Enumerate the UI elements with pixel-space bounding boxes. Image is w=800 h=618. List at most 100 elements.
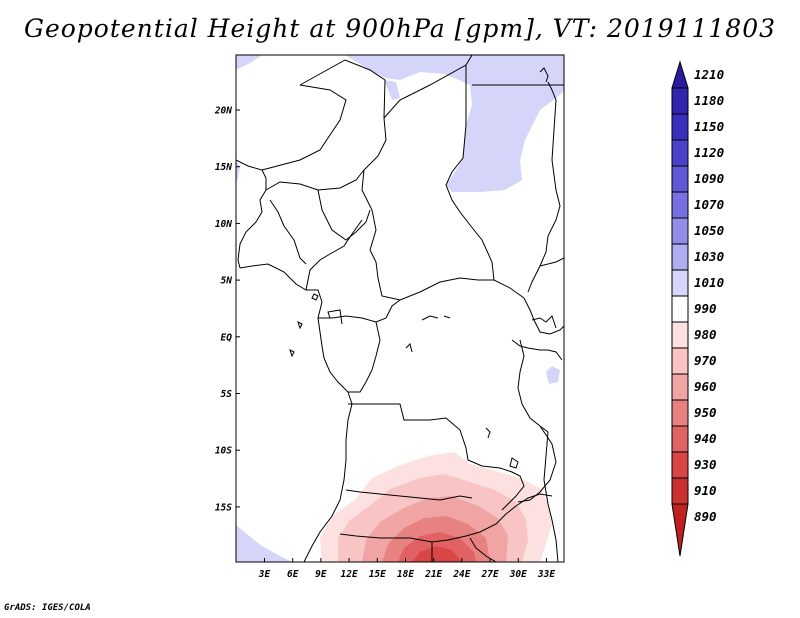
border-libya [383, 55, 473, 119]
border-caprivi [339, 493, 553, 543]
lat-tick-label: 5S [221, 389, 233, 400]
latitude-axis: 20N 15N 10N 5N EQ 5S 10S 15S [214, 106, 240, 513]
border-lake-tanganyika [517, 339, 549, 433]
colorbar-label: 1030 [694, 249, 724, 264]
lon-tick-label: 27E [481, 569, 499, 580]
lat-tick-label: 15N [215, 162, 232, 173]
colorbar-swatch [671, 451, 689, 479]
colorbar-label: 980 [694, 327, 717, 342]
colorbar-label: 1050 [694, 223, 724, 238]
high-region-northwest [236, 55, 262, 70]
river-congo-3 [405, 343, 413, 353]
lon-tick-label: 21E [424, 569, 442, 580]
border-rwanda [511, 339, 563, 361]
colorbar-swatch [671, 347, 689, 375]
border-angola-namibia-south [345, 489, 473, 501]
border-congo [348, 299, 401, 393]
colorbar-label: 990 [694, 301, 717, 316]
colorbar-label: 940 [694, 431, 717, 446]
country-borders [236, 55, 564, 562]
border-nigeria-east [305, 219, 363, 291]
border-botswana [431, 537, 497, 562]
border-angola-drc [348, 403, 525, 511]
colorbar-label: 890 [694, 509, 717, 524]
colorbar-label: 960 [694, 379, 717, 394]
lon-tick-label: 24E [452, 569, 470, 580]
lake-mweru [485, 427, 491, 439]
low-region-940 [412, 546, 462, 562]
colorbar-top-arrow [671, 60, 689, 89]
lake-victoria [531, 315, 557, 329]
border-nigeria-north [317, 189, 371, 241]
colorbar-swatch [671, 243, 689, 271]
island-sao-tome [297, 321, 303, 330]
colorbar-label: 1070 [694, 197, 724, 212]
coastline-west [236, 159, 267, 269]
map-title: Geopotential Height at 900hPa [gpm], VT:… [23, 14, 777, 43]
border-chad-sudan [445, 65, 495, 281]
colorbar-swatch [671, 87, 689, 115]
lon-tick-label: 9E [315, 569, 327, 580]
border-ethiopia [539, 257, 564, 267]
lat-tick-label: EQ [221, 332, 233, 343]
colorbar-swatch [671, 477, 689, 505]
high-region-southwest [236, 525, 292, 562]
lon-tick-label: 18E [397, 569, 414, 580]
colorbar: 1210 1180 1150 1120 1090 1070 1050 1030 1010 990 9… [671, 60, 724, 557]
feature-sinai [539, 67, 549, 83]
colorbar-swatch [671, 295, 689, 323]
colorbar-bottom-arrow [671, 503, 689, 557]
colorbar-label: 950 [694, 405, 717, 420]
border-eritrea [527, 81, 561, 293]
lat-tick-label: 10N [215, 219, 232, 230]
border-zambia-east [517, 425, 557, 503]
high-region-east [546, 366, 560, 384]
grads-credit: GrADS: IGES/COLA [4, 603, 91, 613]
colorbar-swatch [671, 399, 689, 427]
border-ghana [269, 199, 307, 265]
colorbar-label: 910 [694, 483, 717, 498]
border-niger [299, 59, 387, 251]
high-region-coast [236, 160, 240, 182]
colorbar-swatch [671, 425, 689, 453]
border-uganda [523, 297, 564, 335]
lake-bangweulu [509, 457, 519, 469]
island-bioko [311, 293, 319, 301]
lon-tick-label: 3E [258, 569, 271, 580]
coastline-gulf [239, 263, 353, 562]
colorbar-swatch [671, 269, 689, 297]
lon-tick-label: 30E [509, 569, 527, 580]
lat-tick-label: 10S [215, 446, 232, 457]
border-eq-guinea [327, 309, 343, 325]
high-region-notch [384, 80, 400, 100]
colorbar-label: 1150 [694, 119, 724, 134]
lakes [289, 293, 519, 469]
colorbar-swatch [671, 165, 689, 193]
lat-tick-label: 5N [221, 276, 233, 287]
contour-fills [236, 55, 564, 562]
lon-tick-label: 6E [287, 569, 299, 580]
border-malawi [543, 431, 559, 562]
colorbar-label: 1180 [694, 93, 724, 108]
colorbar-swatch [671, 373, 689, 401]
colorbar-swatch [671, 191, 689, 219]
border-car [369, 249, 525, 301]
colorbar-label: 930 [694, 457, 717, 472]
colorbar-label: 1120 [694, 145, 724, 160]
high-region-north [345, 55, 564, 192]
colorbar-swatch [671, 217, 689, 245]
colorbar-swatch [671, 113, 689, 141]
lon-tick-label: 33E [537, 569, 555, 580]
colorbar-label: 1210 [694, 67, 724, 82]
lat-tick-label: 15S [215, 502, 232, 513]
lat-tick-label: 20N [214, 106, 232, 117]
colorbar-label: 1090 [694, 171, 724, 186]
colorbar-label: 970 [694, 353, 717, 368]
river-congo-2 [443, 315, 451, 319]
lon-tick-label: 15E [369, 569, 386, 580]
colorbar-swatch [671, 139, 689, 167]
map-frame [235, 54, 565, 563]
longitude-axis: 3E 6E 9E 12E 15E 18E 21E 24E 27E 30E 33E [258, 558, 555, 580]
island-annobon [289, 349, 295, 358]
